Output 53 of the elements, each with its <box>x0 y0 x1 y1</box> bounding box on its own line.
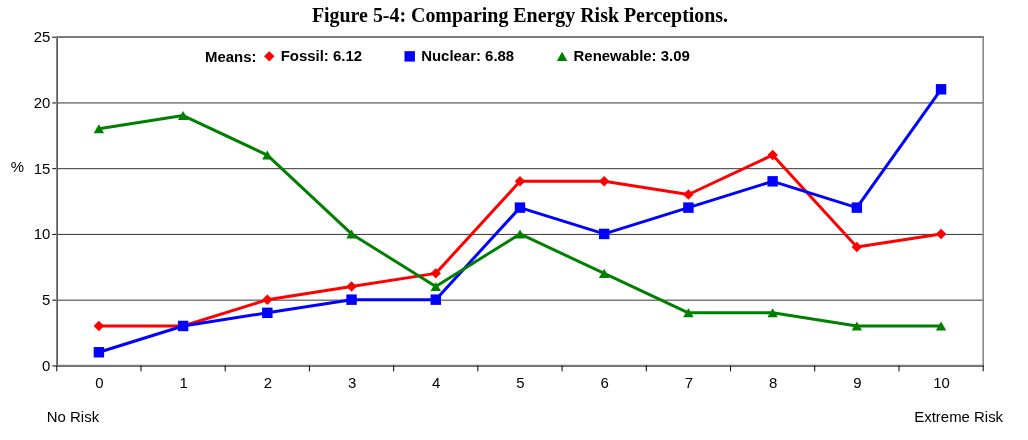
x-tick-label: 4 <box>432 373 441 391</box>
legend-label: Renewable: 3.09 <box>573 47 690 65</box>
point <box>262 150 273 160</box>
point <box>851 241 863 253</box>
text: No Risk <box>46 408 100 426</box>
point <box>767 308 778 318</box>
point <box>346 229 357 239</box>
point <box>935 84 947 95</box>
point <box>177 111 189 121</box>
point <box>346 294 357 305</box>
point <box>767 176 778 187</box>
point <box>935 228 947 240</box>
point <box>346 281 357 292</box>
legend-label: Fossil: 6.12 <box>280 47 363 65</box>
x-tick-label: 1 <box>179 373 188 391</box>
legend-label: Nuclear: 6.88 <box>421 47 515 65</box>
point <box>430 282 441 292</box>
y-axis-title: % <box>10 158 25 176</box>
x-tick-label: 2 <box>263 373 272 391</box>
chart-title: Figure 5-4: Comparing Energy Risk Perceptions. <box>311 3 729 27</box>
point <box>93 347 105 358</box>
point <box>683 189 694 200</box>
point <box>430 268 441 279</box>
y-tick-label: 15 <box>33 159 51 177</box>
x-tick-label: 0 <box>95 373 104 391</box>
point <box>514 229 526 239</box>
point <box>683 308 694 318</box>
point <box>262 294 273 305</box>
x-tick-label: 5 <box>516 373 525 391</box>
point <box>598 228 610 240</box>
point <box>262 307 273 319</box>
x-tick-label: 7 <box>684 373 694 391</box>
point <box>598 268 610 278</box>
x-tick-label: 6 <box>600 373 609 391</box>
point <box>851 202 863 213</box>
x-tick-label: 3 <box>347 373 357 391</box>
point <box>93 124 105 134</box>
x-tick-label: 10 <box>933 373 950 391</box>
point <box>683 202 694 213</box>
y-tick-label: 5 <box>41 291 51 309</box>
point <box>935 321 947 331</box>
y-tick-label: 0 <box>41 356 51 374</box>
point <box>514 176 526 187</box>
y-tick-label: 20 <box>33 93 51 111</box>
y-tick-label: 10 <box>33 225 51 243</box>
point <box>767 149 778 161</box>
text: Extreme Risk <box>914 408 1004 426</box>
x-tick-label: 9 <box>853 373 862 391</box>
y-tick-label: 25 <box>33 28 51 46</box>
point <box>430 294 441 305</box>
legend-title: Means: <box>205 47 257 65</box>
point <box>514 202 526 213</box>
x-tick-label: 8 <box>768 373 778 391</box>
